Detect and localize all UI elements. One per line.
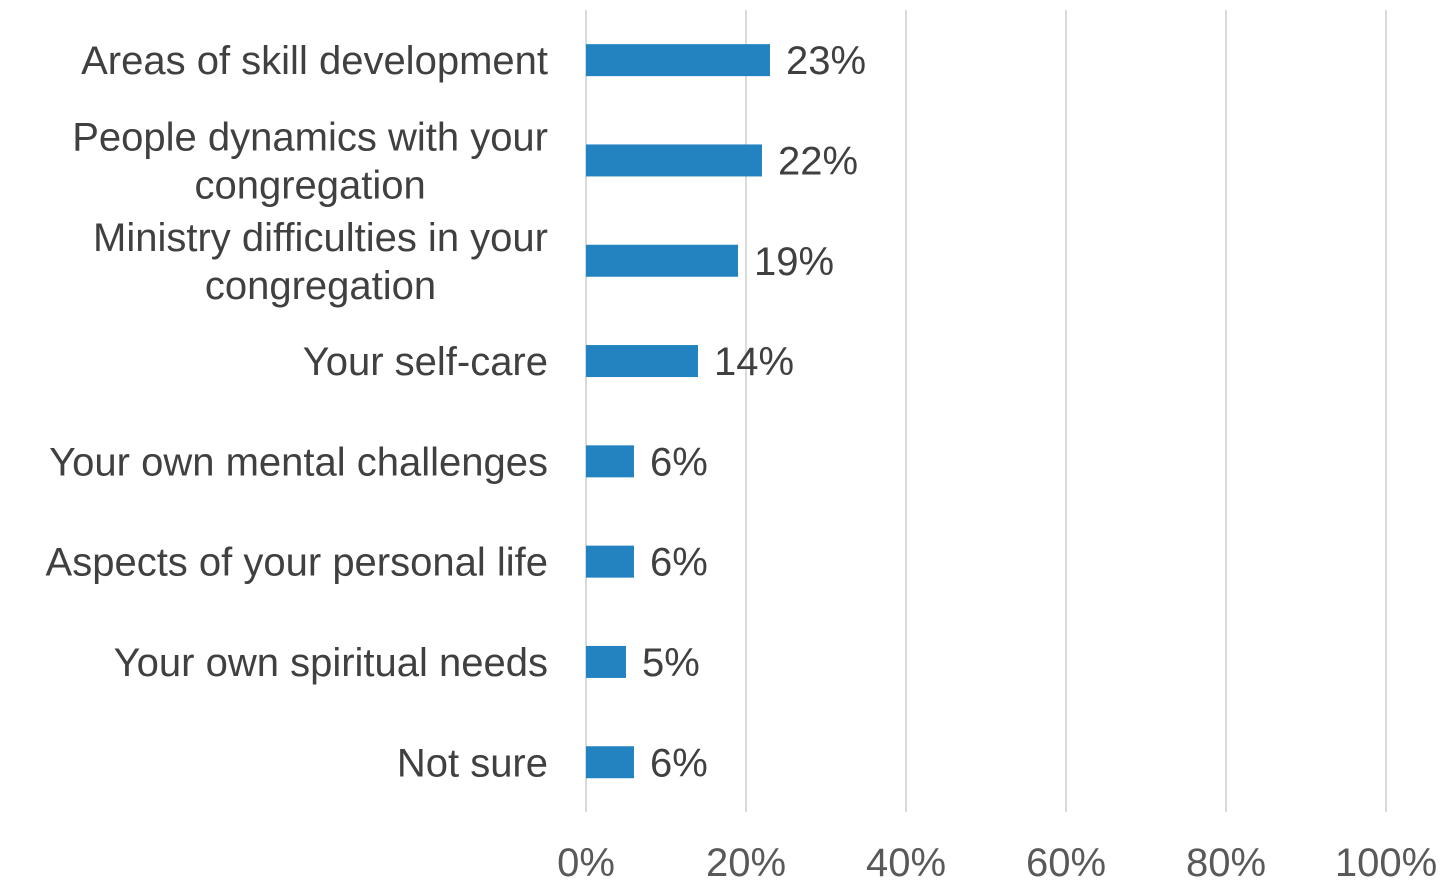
category-label: Ministry difficulties in your congregatio… [93,216,548,308]
data-label: 23% [786,39,866,83]
x-axis-tick-labels: 0% 20% 40% 60% 80% 100% [557,841,1437,881]
data-label: 6% [650,741,708,785]
data-label: 14% [714,340,794,384]
bar [586,445,634,478]
category-label: Areas of skill development [81,39,548,83]
x-tick-label: 60% [1026,841,1106,881]
data-label: 6% [650,440,708,484]
gridlines [585,10,1387,812]
x-tick-label: 80% [1186,841,1266,881]
data-label: 19% [754,240,834,284]
category-label: Your own spiritual needs [114,641,548,685]
bar [586,746,634,779]
x-tick-label: 40% [866,841,946,881]
data-label: 6% [650,541,708,585]
data-labels: 23% 22% 19% 14% 6% 6% 5% 6% [642,39,866,785]
bars [586,44,770,779]
category-label: Your self-care [303,340,548,384]
data-label: 22% [778,139,858,183]
bar [586,345,698,378]
x-tick-label: 20% [706,841,786,881]
category-label: Not sure [397,741,548,785]
bar [586,44,770,77]
category-label: People dynamics with your congregation [72,115,548,207]
category-label: Aspects of your personal life [46,541,548,585]
bar [586,545,634,578]
bar [586,244,738,277]
x-tick-label: 0% [557,841,615,881]
category-labels: Areas of skill development People dynamic… [46,39,548,785]
bar [586,645,626,678]
data-label: 5% [642,641,700,685]
x-tick-label: 100% [1335,841,1437,881]
bar [586,144,762,177]
category-label: Your own mental challenges [49,440,548,484]
